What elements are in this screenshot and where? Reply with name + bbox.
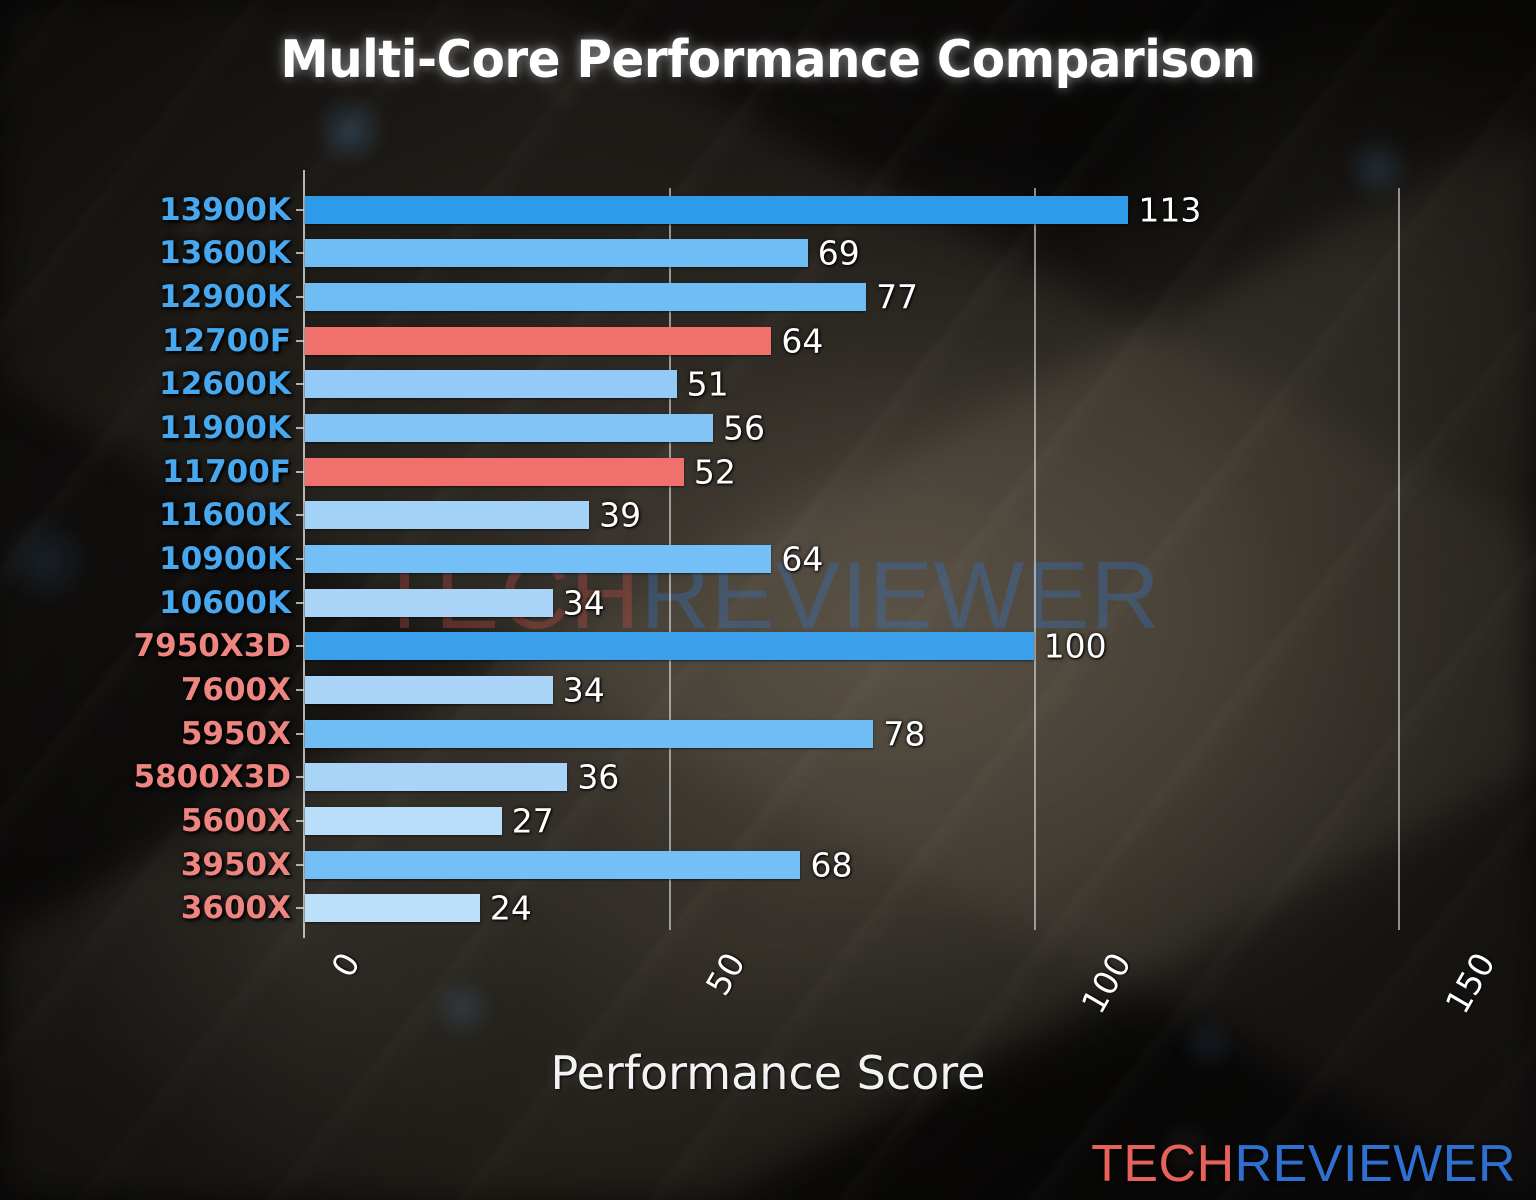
category-label-5800x3d: 5800X3D <box>133 759 291 796</box>
bar-value-10600k: 34 <box>562 583 605 623</box>
bar-12900k[interactable] <box>305 283 867 312</box>
category-label-11900k: 11900K <box>159 410 291 447</box>
bar-row: 5600X 27 <box>181 799 1398 843</box>
y-axis-tick <box>296 252 304 255</box>
bar-5950x[interactable] <box>305 719 874 748</box>
bar-value-12700f: 64 <box>781 321 824 361</box>
category-label-3950x: 3950X <box>180 846 291 883</box>
x-tick-0: 0 <box>323 946 368 984</box>
bar-13900k[interactable] <box>305 195 1129 224</box>
category-label-10900k: 10900K <box>159 540 291 577</box>
chart-title: Multi-Core Performance Comparison <box>280 30 1256 90</box>
y-axis-tick <box>296 732 304 735</box>
bar-value-7950x3d: 100 <box>1043 626 1107 666</box>
y-axis-tick <box>296 296 304 299</box>
plot-area: 13900K 113 13600K 69 12900K 77 12700F 64 12600K 5… <box>134 170 1400 938</box>
bar-row: 3600X 24 <box>181 886 1398 930</box>
bar-row: 3950X 68 <box>181 843 1398 887</box>
brand-logo-reviewer: REVIEWER <box>1234 1135 1516 1193</box>
bar-12600k[interactable] <box>305 370 677 399</box>
category-label-12600k: 12600K <box>159 366 291 403</box>
bar-value-12600k: 51 <box>686 364 729 404</box>
bar-7600x[interactable] <box>305 675 553 704</box>
bar-row: 5950X 78 <box>181 712 1398 756</box>
bar-5600x[interactable] <box>305 806 502 835</box>
bar-11600k[interactable] <box>305 501 590 530</box>
bar-13600k[interactable] <box>305 239 808 268</box>
bar-11900k[interactable] <box>305 414 714 443</box>
y-axis-tick <box>296 339 304 342</box>
bar-value-12900k: 77 <box>876 277 919 317</box>
y-axis-tick <box>296 907 304 910</box>
category-label-13900k: 13900K <box>159 191 291 228</box>
y-axis-tick <box>296 383 304 386</box>
y-axis-line <box>303 170 305 938</box>
bar-row: 11900K 56 <box>159 406 1398 450</box>
bar-value-11700f: 52 <box>693 452 736 492</box>
bar-value-5600x: 27 <box>511 801 554 841</box>
bar-3950x[interactable] <box>305 850 801 879</box>
bar-value-11600k: 39 <box>599 495 642 535</box>
gridline-150 <box>1398 188 1400 930</box>
brand-logo: TECHREVIEWER <box>1091 1134 1516 1194</box>
bar-7950x3d[interactable] <box>305 632 1034 661</box>
bar-value-7600x: 34 <box>562 670 605 710</box>
bar-value-13600k: 69 <box>817 233 860 273</box>
brand-logo-tech: TECH <box>1091 1135 1235 1193</box>
bar-10600k[interactable] <box>305 588 553 617</box>
bar-value-5950x: 78 <box>883 714 926 754</box>
bar-row: 13900K 113 <box>159 188 1398 232</box>
y-axis-tick <box>296 470 304 473</box>
bar-5800x3d[interactable] <box>305 763 568 792</box>
bar-row: 7600X 34 <box>181 668 1398 712</box>
y-axis-tick <box>296 819 304 822</box>
x-tick-50: 50 <box>698 946 754 1002</box>
y-axis-tick <box>296 601 304 604</box>
bar-row: 12900K 77 <box>159 275 1398 319</box>
y-axis-tick <box>296 863 304 866</box>
x-tick-150: 150 <box>1437 946 1503 1021</box>
bar-row: 11700F 52 <box>162 450 1398 494</box>
x-tick-100: 100 <box>1073 946 1139 1021</box>
bar-row: 5800X3D 36 <box>134 755 1398 799</box>
category-label-11700f: 11700F <box>161 453 291 490</box>
bar-value-3600x: 24 <box>489 888 532 928</box>
bar-row: 10900K 64 <box>159 537 1398 581</box>
bar-row: 12700F 64 <box>162 319 1398 363</box>
y-axis-tick <box>296 557 304 560</box>
category-label-3600x: 3600X <box>180 890 291 927</box>
bar-row: 10600K 34 <box>159 581 1398 625</box>
category-label-11600k: 11600K <box>159 497 291 534</box>
y-axis-tick <box>296 645 304 648</box>
bar-10900k[interactable] <box>305 544 772 573</box>
bar-row: 7950X3D 100 <box>134 624 1398 668</box>
category-label-10600k: 10600K <box>159 584 291 621</box>
category-label-5950x: 5950X <box>180 715 291 752</box>
bar-11700f[interactable] <box>305 457 684 486</box>
bar-row: 11600K 39 <box>159 494 1398 538</box>
bar-3600x[interactable] <box>305 894 480 923</box>
bar-value-5800x3d: 36 <box>577 757 620 797</box>
bar-value-11900k: 56 <box>723 408 766 448</box>
bar-value-3950x: 68 <box>810 845 853 885</box>
category-label-7600x: 7600X <box>180 671 291 708</box>
bar-row: 12600K 51 <box>159 363 1398 407</box>
category-label-5600x: 5600X <box>180 802 291 839</box>
bar-row: 13600K 69 <box>159 232 1398 276</box>
y-axis-tick <box>296 427 304 430</box>
category-label-12900k: 12900K <box>159 279 291 316</box>
category-label-13600k: 13600K <box>159 235 291 272</box>
category-label-12700f: 12700F <box>161 322 291 359</box>
y-axis-tick <box>296 208 304 211</box>
y-axis-tick <box>296 514 304 517</box>
category-label-7950x3d: 7950X3D <box>133 628 291 665</box>
bar-12700f[interactable] <box>305 326 772 355</box>
bar-value-13900k: 113 <box>1138 190 1202 230</box>
x-axis-label: Performance Score <box>550 1046 986 1100</box>
y-axis-tick <box>296 688 304 691</box>
gridline-100 <box>1033 188 1036 930</box>
y-axis-tick <box>296 776 304 779</box>
bar-value-10900k: 64 <box>781 539 824 579</box>
